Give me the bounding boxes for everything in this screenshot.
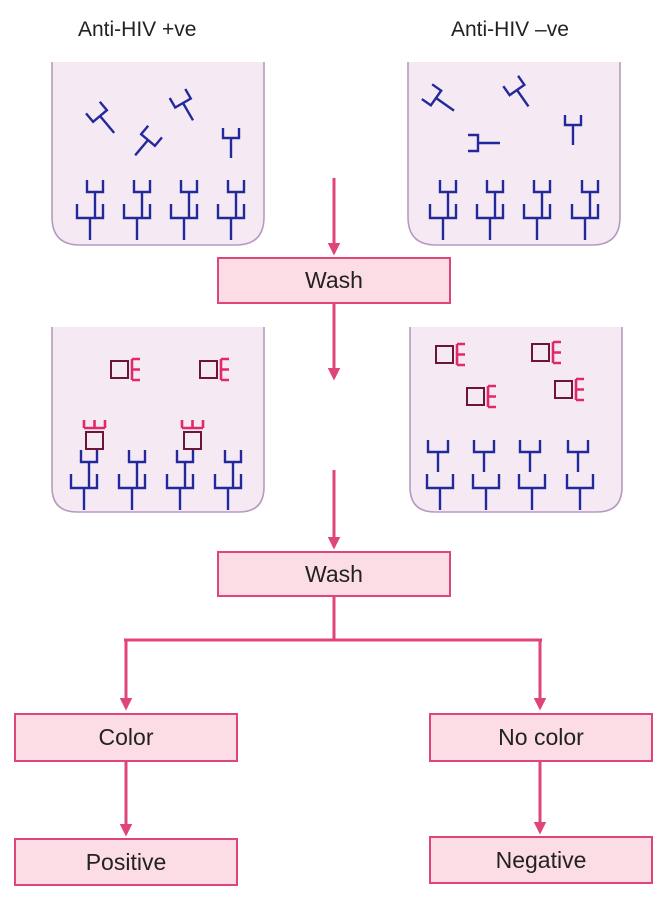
antibody-top-right-capture-1 bbox=[428, 204, 458, 240]
antibody-top-left-bound-2 bbox=[132, 180, 152, 218]
conjugate-mr-1 bbox=[435, 342, 465, 367]
antibody-top-left-bound-4 bbox=[226, 180, 246, 218]
free-antibody-tl-4 bbox=[221, 128, 241, 158]
antibody-top-right-capture-2 bbox=[475, 204, 505, 240]
antibody-top-right-bound-4 bbox=[580, 180, 600, 218]
antibody-middle-right-top-1 bbox=[426, 440, 450, 472]
conjugate-ml-free-2 bbox=[199, 357, 229, 382]
antibody-middle-left-bound-1 bbox=[79, 450, 99, 488]
antibody-middle-left-capture-1 bbox=[69, 474, 99, 510]
antibody-middle-right-top-2 bbox=[472, 440, 496, 472]
conjugate-ml-free-1 bbox=[110, 357, 140, 382]
branch-line bbox=[126, 597, 336, 642]
antibody-middle-right-capture-2 bbox=[471, 474, 501, 510]
conjugate-mr-4 bbox=[554, 377, 584, 402]
free-antibody-tr-3 bbox=[468, 133, 500, 153]
antibody-middle-right-top-3 bbox=[518, 440, 542, 472]
antibody-middle-left-capture-3 bbox=[165, 474, 195, 510]
free-antibody-tr-4 bbox=[563, 115, 583, 145]
free-antibodies bbox=[85, 75, 583, 158]
antibody-middle-right-capture-3 bbox=[517, 474, 547, 510]
antibody-middle-left-bound-2 bbox=[127, 450, 147, 488]
conjugate-mr-3 bbox=[466, 384, 496, 409]
antibody-middle-right-top-4 bbox=[566, 440, 590, 472]
antibody-top-left-bound-3 bbox=[179, 180, 199, 218]
wash-step-2: Wash bbox=[217, 551, 451, 597]
bound-antibody-stack-top-left bbox=[75, 180, 246, 240]
positive-column-heading: Anti-HIV +ve bbox=[78, 18, 197, 41]
antibody-top-right-bound-1 bbox=[438, 180, 458, 218]
conjugate-ml-bound-1 bbox=[82, 420, 107, 450]
antibody-middle-right-capture-4 bbox=[565, 474, 595, 510]
antibody-top-right-capture-3 bbox=[522, 204, 552, 240]
antibody-top-left-capture-3 bbox=[169, 204, 199, 240]
antibody-middle-left-capture-2 bbox=[117, 474, 147, 510]
antibody-top-left-bound-1 bbox=[85, 180, 105, 218]
free-antibody-tl-2 bbox=[134, 125, 163, 157]
antibody-top-left-capture-1 bbox=[75, 204, 105, 240]
antibody-middle-right-capture-1 bbox=[425, 474, 455, 510]
wash-step-1: Wash bbox=[217, 257, 451, 304]
free-antibody-tl-3 bbox=[168, 88, 195, 121]
antibody-top-left-capture-2 bbox=[122, 204, 152, 240]
well-middle-right bbox=[409, 327, 623, 513]
antibody-top-right-capture-4 bbox=[570, 204, 600, 240]
color-result-box: Color bbox=[14, 713, 238, 762]
antibody-middle-left-bound-4 bbox=[223, 450, 243, 488]
bound-antibody-stack-middle-left bbox=[69, 450, 243, 510]
antibody-top-left-capture-4 bbox=[216, 204, 246, 240]
negative-column-heading: Anti-HIV –ve bbox=[451, 18, 569, 41]
conjugate-ml-bound-2 bbox=[180, 420, 205, 450]
well-middle-left bbox=[51, 327, 265, 513]
free-antibody-tl-1 bbox=[85, 101, 116, 134]
bound-antibody-stack-middle-right bbox=[425, 440, 595, 510]
enzyme-conjugates bbox=[82, 340, 584, 450]
positive-result-box: Positive bbox=[14, 838, 238, 886]
no-color-result-box: No color bbox=[429, 713, 653, 762]
antibody-middle-left-bound-3 bbox=[175, 450, 195, 488]
negative-result-box: Negative bbox=[429, 836, 653, 884]
antibody-top-right-bound-2 bbox=[485, 180, 505, 218]
free-antibody-tr-1 bbox=[421, 83, 455, 112]
bound-antibody-stack-top-right bbox=[428, 180, 600, 240]
free-antibody-tr-2 bbox=[502, 75, 530, 108]
conjugate-mr-2 bbox=[531, 340, 561, 365]
antibody-top-right-bound-3 bbox=[532, 180, 552, 218]
well-top-right bbox=[407, 62, 621, 246]
antibody-middle-left-capture-4 bbox=[213, 474, 243, 510]
